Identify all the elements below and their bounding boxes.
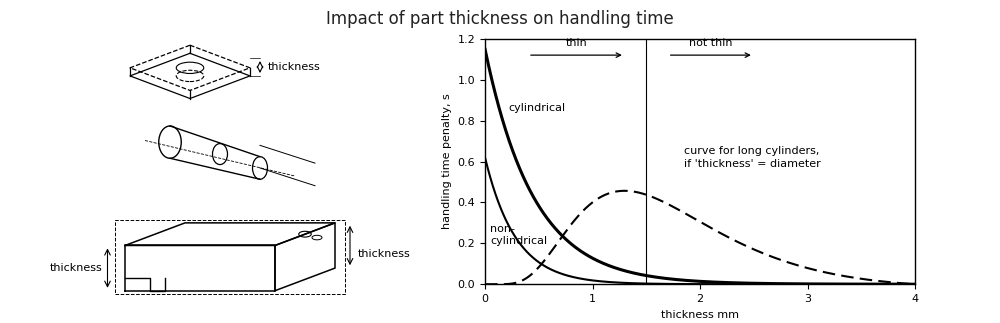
Ellipse shape bbox=[212, 143, 228, 164]
Text: non-
cylindrical: non- cylindrical bbox=[490, 224, 548, 246]
Ellipse shape bbox=[159, 126, 181, 158]
Text: thickness: thickness bbox=[50, 263, 103, 273]
Text: curve for long cylinders,
if 'thickness' = diameter: curve for long cylinders, if 'thickness'… bbox=[684, 146, 821, 169]
Text: thin: thin bbox=[566, 38, 587, 48]
Text: not thin: not thin bbox=[689, 38, 732, 48]
Ellipse shape bbox=[252, 157, 268, 179]
X-axis label: thickness mm: thickness mm bbox=[661, 309, 739, 319]
Text: thickness: thickness bbox=[358, 249, 410, 258]
Y-axis label: handling time penalty, s: handling time penalty, s bbox=[442, 94, 452, 229]
Text: thickness: thickness bbox=[268, 62, 320, 72]
Text: cylindrical: cylindrical bbox=[509, 103, 566, 113]
Text: Impact of part thickness on handling time: Impact of part thickness on handling tim… bbox=[326, 10, 674, 28]
